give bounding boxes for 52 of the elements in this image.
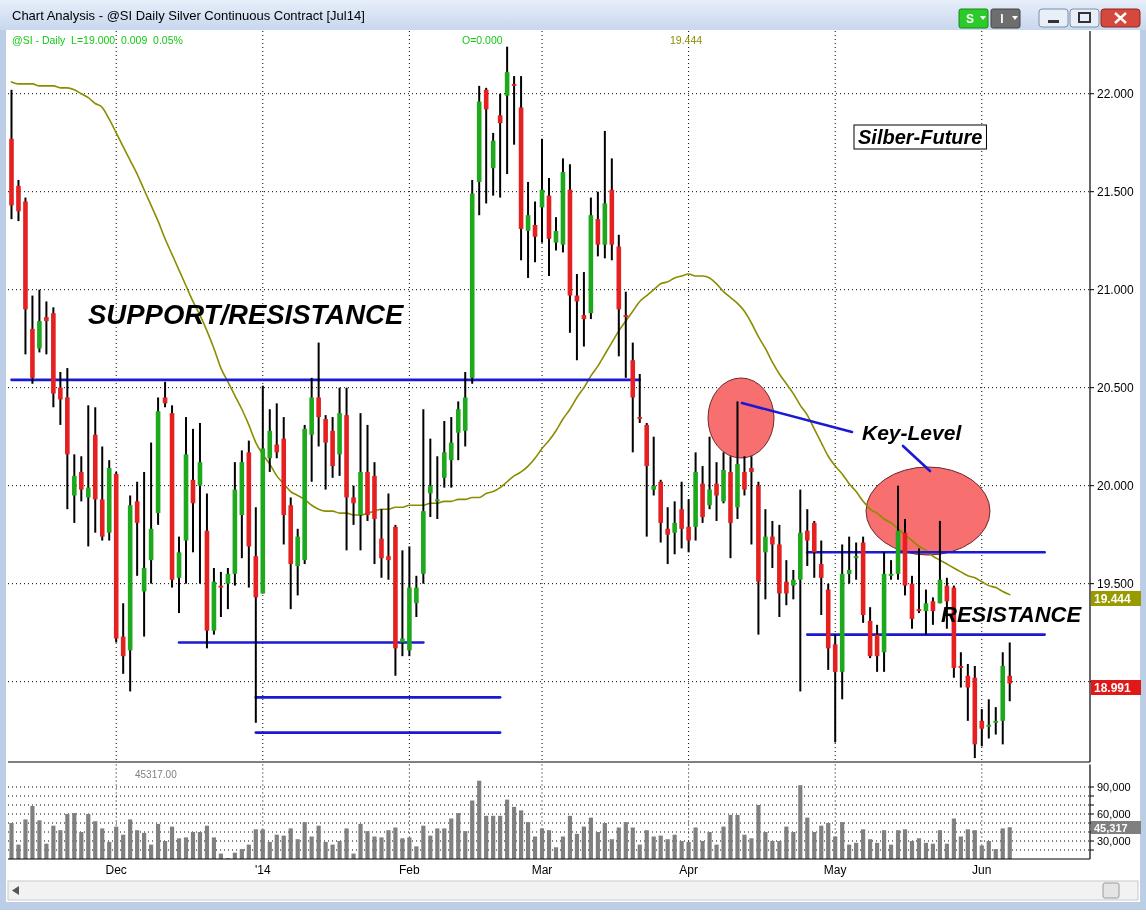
y-tick-label: 20.500 <box>1097 380 1135 395</box>
text: 19.444 <box>1094 591 1132 606</box>
candlestick <box>804 508 810 568</box>
candlestick <box>414 574 419 618</box>
candlestick <box>623 290 629 379</box>
y-tick-label: 19.500 <box>1097 576 1135 591</box>
x-tick-label: Apr <box>679 863 698 877</box>
annotation: O=0.000 <box>462 34 503 46</box>
candlestick <box>379 508 384 579</box>
candlestick <box>637 372 643 424</box>
candlestick <box>686 498 691 554</box>
candlestick <box>455 400 461 462</box>
candlestick <box>72 453 77 524</box>
candlestick <box>784 559 789 607</box>
x-tick-label: May <box>823 863 847 877</box>
x-tick-label: Mar <box>531 863 553 877</box>
y-tick-label: 21.000 <box>1097 282 1135 297</box>
annotation: 45317.00 <box>135 769 178 780</box>
candlestick <box>770 519 775 569</box>
y-tick-label: 90,000 <box>1097 781 1131 793</box>
text: I <box>1000 12 1004 26</box>
chart-title: Chart Analysis - @SI Daily Silver Continuous Contract [Jul14] <box>12 8 365 23</box>
y-tick-label: 60,000 <box>1097 808 1131 820</box>
candlestick <box>993 706 999 736</box>
candlestick <box>351 484 356 526</box>
annotation: 19.444 <box>670 34 703 46</box>
x-tick-label: Feb <box>399 863 421 877</box>
candlestick <box>818 539 824 617</box>
candlestick <box>386 492 391 581</box>
candlestick <box>274 402 280 460</box>
annotation: Key-Level <box>862 421 963 444</box>
candlestick <box>986 698 992 740</box>
x-tick-label: Jun <box>972 863 992 877</box>
chart-subtitle: @SI - Daily L=19.000 0.009 0.05% <box>12 34 183 46</box>
candlestick <box>672 500 677 556</box>
text: 45,317 <box>1094 821 1128 834</box>
candlestick <box>665 506 670 566</box>
candlestick <box>763 508 768 601</box>
y-tick-label: 30,000 <box>1097 835 1131 847</box>
x-tick-label: '14 <box>254 863 271 877</box>
text: 18.991 <box>1094 680 1132 695</box>
line-series <box>10 81 1011 596</box>
y-tick-label: 21.500 <box>1097 184 1135 199</box>
candlestick <box>44 300 49 356</box>
y-tick-label: 22.000 <box>1097 86 1135 101</box>
y-tick-label: 20.000 <box>1097 478 1135 493</box>
text: S <box>965 12 975 26</box>
annotation: Silber-Future <box>858 126 983 148</box>
candlestick <box>85 404 91 548</box>
candlestick <box>435 455 440 520</box>
candlestick <box>58 371 63 426</box>
x-tick-label: Dec <box>105 863 127 877</box>
